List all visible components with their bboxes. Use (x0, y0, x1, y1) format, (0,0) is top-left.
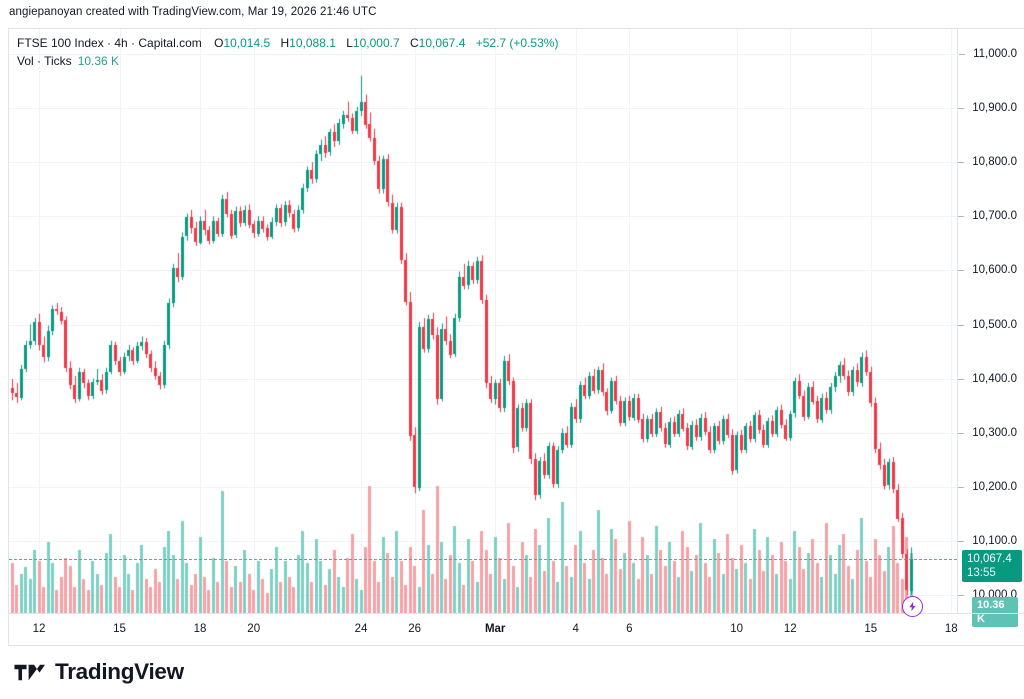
time-axis-tick: 24 (354, 623, 368, 635)
price-axis-tick: 10,500.0 (958, 319, 1017, 331)
price-tick-dash (959, 54, 966, 55)
time-axis-tick: 18 (944, 623, 958, 635)
tradingview-wordmark: TradingView (55, 659, 184, 684)
legend-high-value: 10,088.1 (289, 36, 336, 50)
legend-low-value: 10,000.7 (352, 36, 400, 50)
price-axis-tick: 11,000.0 (959, 48, 1017, 60)
candlestick-volume-canvas (9, 29, 957, 614)
price-axis[interactable]: 11,000.0 10,900.0 10,800.0 10,700.0 10,600.0… (957, 29, 1024, 627)
time-axis-tick: 4 (572, 623, 579, 635)
time-axis-tick: Mar (484, 623, 506, 635)
legend-change-value: +52.7 (+0.53%) (475, 36, 559, 50)
time-axis-tick: 18 (193, 623, 207, 635)
chart-frame: FTSE 100 Index · 4h · Capital.com O10,01… (8, 28, 1024, 646)
time-axis[interactable]: 121518202426Mar461012151820 (9, 613, 1024, 645)
legend-close-value: 10,067.4 (418, 36, 466, 50)
price-axis-tick: 10,900.0 (958, 102, 1017, 114)
legend-ohlc-row: FTSE 100 Index · 4h · Capital.com O10,01… (17, 35, 558, 51)
legend-open-value: 10,014.5 (223, 36, 271, 50)
legend-volume-value: 10.36 K (77, 54, 120, 68)
time-axis-tick: 26 (408, 623, 422, 635)
legend-close-label: C (409, 36, 419, 50)
current-price-value: 10,067.4 (967, 552, 1012, 565)
current-price-line (9, 559, 957, 560)
price-tick-dash (958, 595, 965, 596)
price-tick-dash (958, 324, 965, 326)
price-axis-tick: 10,200.0 (958, 481, 1017, 493)
legend-low-label: L (346, 36, 353, 50)
chart-legend: FTSE 100 Index · 4h · Capital.com O10,01… (17, 35, 558, 69)
price-tick-dash (958, 270, 965, 272)
lightning-bolt-icon[interactable] (902, 596, 924, 617)
time-axis-tick: 12 (32, 623, 46, 635)
time-axis-tick: 15 (864, 623, 878, 635)
price-axis-tick: 10,400.0 (958, 373, 1017, 385)
attribution-text: angiepanoyan created with TradingView.co… (9, 6, 377, 18)
price-tick-dash (958, 162, 965, 164)
price-axis-tick: 10,100.0 (958, 535, 1017, 547)
price-tick-dash (958, 540, 965, 542)
legend-symbol[interactable]: FTSE 100 Index · 4h · Capital.com (17, 36, 202, 50)
tradingview-logo-icon (14, 664, 46, 680)
legend-volume-label[interactable]: Vol · Ticks (17, 54, 72, 68)
price-axis-tick: 10,300.0 (958, 427, 1017, 439)
price-axis-tick: 10,600.0 (958, 264, 1017, 276)
price-axis-tick: 10,700.0 (958, 210, 1017, 222)
price-tick-dash (958, 216, 965, 218)
volume-value-badge[interactable]: 10.36 K (972, 596, 1018, 627)
time-axis-tick: 12 (783, 623, 797, 635)
price-tick-dash (958, 378, 965, 380)
price-tick-dash (958, 486, 965, 488)
current-price-badge[interactable]: 10,067.4 13:55 (962, 549, 1022, 582)
chart-plot-area[interactable]: FTSE 100 Index · 4h · Capital.com O10,01… (9, 29, 957, 614)
time-axis-tick: 20 (247, 623, 261, 635)
time-axis-tick: 10 (730, 623, 744, 635)
current-price-countdown: 13:55 (967, 566, 996, 579)
price-tick-dash (958, 432, 965, 434)
tradingview-footer-logo[interactable]: TradingView (14, 659, 184, 685)
legend-volume-row: Vol · Ticks 10.36 K (17, 53, 558, 69)
price-tick-dash (958, 108, 965, 110)
legend-high-label: H (280, 36, 290, 50)
time-axis-tick: 6 (626, 623, 633, 635)
time-axis-tick: 15 (113, 623, 126, 635)
price-axis-tick: 10,800.0 (958, 156, 1017, 168)
legend-open-label: O (214, 36, 224, 50)
